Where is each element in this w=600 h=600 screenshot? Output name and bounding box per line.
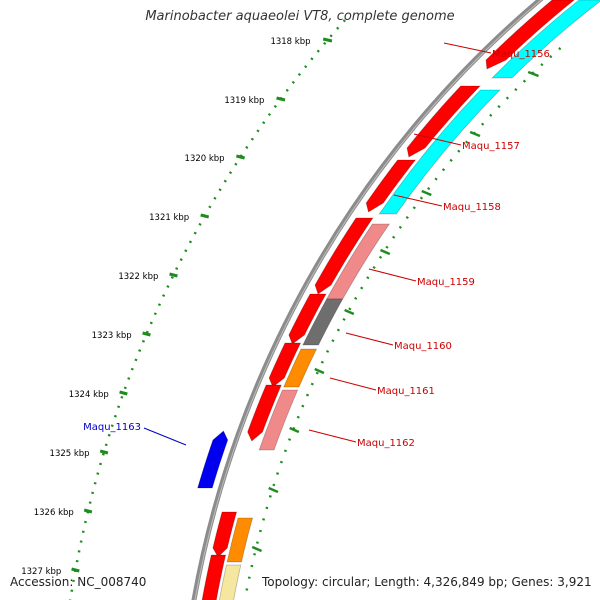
gene-feature — [218, 564, 242, 600]
gene-leader-line — [308, 429, 357, 443]
gene-label: Maqu_1162 — [357, 438, 415, 449]
highlight-leader-line — [143, 427, 187, 446]
highlighted-gene-label: Maqu_1163 — [83, 422, 141, 433]
gene-feature — [365, 159, 417, 213]
kbp-tick-label: 1326 kbp — [34, 508, 74, 518]
kbp-tick-label: 1324 kbp — [69, 390, 109, 400]
kbp-tick — [71, 567, 80, 573]
gene-leader-line — [329, 377, 377, 391]
gene-feature — [314, 217, 374, 295]
inner-track-dots — [243, 47, 562, 600]
gene-label: Maqu_1160 — [394, 341, 452, 352]
inner-track-tick — [421, 189, 432, 197]
kbp-tick-label: 1322 kbp — [118, 272, 158, 282]
inner-track-tick — [469, 130, 481, 138]
kbp-tick — [276, 96, 286, 102]
gene-feature — [288, 293, 327, 345]
inner-track-tick — [314, 367, 325, 375]
inner-track-tick — [527, 70, 539, 78]
kbp-tick-label: 1321 kbp — [149, 213, 189, 223]
gene-feature — [247, 384, 282, 442]
kbp-tick — [99, 449, 109, 455]
genome-title: Marinobacter aquaeolei VT8, complete gen… — [145, 9, 455, 24]
gene-label: Maqu_1161 — [377, 386, 435, 397]
kbp-tick-label: 1327 kbp — [21, 567, 61, 577]
kbp-tick-label: 1323 kbp — [92, 331, 132, 341]
accession-label: Accession: NC_008740 — [10, 575, 147, 589]
gene-feature — [268, 342, 302, 388]
kbp-ruler-dots — [69, 19, 346, 600]
gene-feature — [226, 517, 254, 563]
kbp-tick-label: 1319 kbp — [224, 96, 264, 106]
gene-feature — [258, 389, 299, 451]
genome-backbone — [191, 0, 544, 600]
gene-feature — [406, 85, 481, 158]
topology-label: Topology: circular; Length: 4,326,849 bp… — [262, 575, 592, 589]
gene-feature — [283, 348, 318, 388]
kbp-tick — [169, 272, 178, 278]
kbp-tick — [322, 37, 333, 43]
gene-feature — [212, 511, 238, 558]
kbp-tick — [142, 331, 151, 337]
gene-label: Maqu_1156 — [492, 49, 550, 60]
kbp-tick-label: 1318 kbp — [270, 37, 310, 47]
genome-backbone-highlight — [194, 0, 543, 600]
gene-leader-line — [393, 194, 443, 207]
inner-track-tick — [268, 486, 279, 494]
kbp-tick — [200, 213, 210, 219]
gene-label: Maqu_1157 — [462, 141, 520, 152]
gene-label: Maqu_1159 — [417, 277, 475, 288]
gene-leader-line — [345, 332, 394, 346]
gene-feature — [302, 298, 344, 346]
highlighted-gene-feature — [197, 430, 229, 489]
gene-feature — [201, 554, 227, 600]
gene-leader-line — [443, 42, 492, 54]
gene-leader-line — [413, 133, 462, 146]
kbp-tick — [119, 390, 128, 396]
gene-feature — [485, 0, 575, 70]
gene-feature — [378, 89, 501, 215]
kbp-tick-label: 1325 kbp — [50, 449, 90, 459]
kbp-tick — [83, 508, 93, 514]
gene-feature — [491, 0, 600, 79]
inner-track-tick — [379, 248, 391, 256]
gene-label: Maqu_1158 — [443, 202, 501, 213]
inner-track-tick — [251, 545, 263, 553]
inner-track-tick — [289, 426, 300, 434]
gene-leader-line — [368, 268, 417, 282]
kbp-tick-label: 1320 kbp — [185, 154, 225, 164]
kbp-tick — [236, 154, 245, 160]
inner-track-tick — [344, 308, 355, 316]
